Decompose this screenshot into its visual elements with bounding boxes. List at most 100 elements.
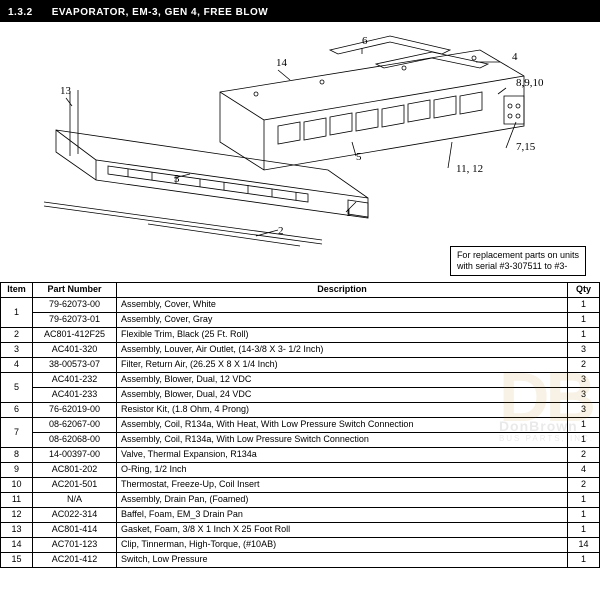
cell-description: Filter, Return Air, (26.25 X 8 X 1/4 Inc…	[117, 358, 568, 373]
cell-qty: 1	[568, 508, 600, 523]
callout-label: 6	[362, 35, 368, 47]
cell-description: Assembly, Cover, White	[117, 298, 568, 313]
cell-description: Assembly, Coil, R134a, With Heat, With L…	[117, 418, 568, 433]
col-item: Item	[1, 283, 33, 298]
serial-note: For replacement parts on units with seri…	[450, 246, 586, 277]
cell-part-number: 08-62067-00	[33, 418, 117, 433]
cell-description: Valve, Thermal Expansion, R134a	[117, 448, 568, 463]
exploded-diagram: 1234567,158,9,1011, 121314 For replaceme…	[0, 22, 600, 282]
table-header-row: Item Part Number Description Qty	[1, 283, 600, 298]
callout-label: 5	[356, 151, 362, 163]
cell-item: 7	[1, 418, 33, 448]
table-row: 814-00397-00Valve, Thermal Expansion, R1…	[1, 448, 600, 463]
cell-qty: 1	[568, 418, 600, 433]
cell-part-number: AC801-412F25	[33, 328, 117, 343]
serial-note-line1: For replacement parts on units	[457, 250, 579, 261]
cell-description: Flexible Trim, Black (25 Ft. Roll)	[117, 328, 568, 343]
table-row: 08-62068-00Assembly, Coil, R134a, With L…	[1, 433, 600, 448]
table-row: 179-62073-00Assembly, Cover, White1	[1, 298, 600, 313]
cell-part-number: AC201-501	[33, 478, 117, 493]
diagram-svg: 1234567,158,9,1011, 121314	[0, 22, 600, 282]
table-row: 14AC701-123Clip, Tinnerman, High-Torque,…	[1, 538, 600, 553]
table-row: 708-62067-00Assembly, Coil, R134a, With …	[1, 418, 600, 433]
cell-qty: 3	[568, 403, 600, 418]
cell-part-number: AC401-232	[33, 373, 117, 388]
cell-qty: 1	[568, 553, 600, 568]
parts-table: Item Part Number Description Qty 179-620…	[0, 282, 600, 568]
cell-item: 15	[1, 553, 33, 568]
cell-item: 10	[1, 478, 33, 493]
cell-description: Resistor Kit, (1.8 Ohm, 4 Prong)	[117, 403, 568, 418]
callout-label: 11, 12	[456, 163, 483, 175]
cell-item: 2	[1, 328, 33, 343]
section-title: EVAPORATOR, EM-3, GEN 4, FREE BLOW	[52, 7, 268, 18]
cell-description: Assembly, Blower, Dual, 12 VDC	[117, 373, 568, 388]
table-row: 12AC022-314Baffel, Foam, EM_3 Drain Pan1	[1, 508, 600, 523]
cell-qty: 14	[568, 538, 600, 553]
section-header: 1.3.2 EVAPORATOR, EM-3, GEN 4, FREE BLOW	[0, 0, 600, 22]
cell-qty: 1	[568, 493, 600, 508]
table-row: 13AC801-414Gasket, Foam, 3/8 X 1 Inch X …	[1, 523, 600, 538]
cell-part-number: 38-00573-07	[33, 358, 117, 373]
cell-item: 6	[1, 403, 33, 418]
cell-item: 11	[1, 493, 33, 508]
callout-label: 8,9,10	[516, 77, 544, 89]
cell-item: 3	[1, 343, 33, 358]
cell-qty: 2	[568, 448, 600, 463]
cell-part-number: AC022-314	[33, 508, 117, 523]
col-description: Description	[117, 283, 568, 298]
cell-description: Assembly, Drain Pan, (Foamed)	[117, 493, 568, 508]
cell-part-number: 14-00397-00	[33, 448, 117, 463]
cell-part-number: AC201-412	[33, 553, 117, 568]
table-row: 438-00573-07Filter, Return Air, (26.25 X…	[1, 358, 600, 373]
table-row: 79-62073-01Assembly, Cover, Gray1	[1, 313, 600, 328]
col-part-number: Part Number	[33, 283, 117, 298]
cell-description: Clip, Tinnerman, High-Torque, (#10AB)	[117, 538, 568, 553]
cell-part-number: AC401-320	[33, 343, 117, 358]
cell-part-number: 08-62068-00	[33, 433, 117, 448]
cell-description: Thermostat, Freeze-Up, Coil Insert	[117, 478, 568, 493]
callout-label: 7,15	[516, 141, 536, 153]
cell-part-number: 76-62019-00	[33, 403, 117, 418]
table-row: 676-62019-00Resistor Kit, (1.8 Ohm, 4 Pr…	[1, 403, 600, 418]
cell-description: Baffel, Foam, EM_3 Drain Pan	[117, 508, 568, 523]
callout-label: 1	[346, 207, 352, 219]
cell-qty: 1	[568, 433, 600, 448]
cell-description: O-Ring, 1/2 Inch	[117, 463, 568, 478]
section-number: 1.3.2	[8, 7, 33, 18]
table-row: 10AC201-501Thermostat, Freeze-Up, Coil I…	[1, 478, 600, 493]
cell-qty: 1	[568, 298, 600, 313]
cell-item: 14	[1, 538, 33, 553]
cell-description: Gasket, Foam, 3/8 X 1 Inch X 25 Foot Rol…	[117, 523, 568, 538]
cell-item: 13	[1, 523, 33, 538]
table-row: 9AC801-202O-Ring, 1/2 Inch4	[1, 463, 600, 478]
callout-label: 3	[174, 173, 180, 185]
cell-item: 5	[1, 373, 33, 403]
cell-item: 1	[1, 298, 33, 328]
table-row: AC401-233Assembly, Blower, Dual, 24 VDC3	[1, 388, 600, 403]
cell-qty: 2	[568, 358, 600, 373]
cell-part-number: 79-62073-01	[33, 313, 117, 328]
callout-label: 14	[276, 57, 288, 69]
cell-qty: 2	[568, 478, 600, 493]
cell-qty: 4	[568, 463, 600, 478]
cell-description: Assembly, Coil, R134a, With Low Pressure…	[117, 433, 568, 448]
table-row: 3AC401-320Assembly, Louver, Air Outlet, …	[1, 343, 600, 358]
callout-label: 2	[278, 225, 284, 237]
table-row: 2AC801-412F25Flexible Trim, Black (25 Ft…	[1, 328, 600, 343]
cell-part-number: 79-62073-00	[33, 298, 117, 313]
cell-description: Assembly, Louver, Air Outlet, (14-3/8 X …	[117, 343, 568, 358]
cell-qty: 3	[568, 343, 600, 358]
cell-part-number: AC801-414	[33, 523, 117, 538]
table-row: 5AC401-232Assembly, Blower, Dual, 12 VDC…	[1, 373, 600, 388]
callout-label: 13	[60, 85, 72, 97]
cell-part-number: N/A	[33, 493, 117, 508]
cell-qty: 1	[568, 328, 600, 343]
cell-item: 8	[1, 448, 33, 463]
cell-description: Assembly, Cover, Gray	[117, 313, 568, 328]
cell-qty: 3	[568, 373, 600, 388]
cell-qty: 1	[568, 313, 600, 328]
cell-description: Assembly, Blower, Dual, 24 VDC	[117, 388, 568, 403]
col-qty: Qty	[568, 283, 600, 298]
table-row: 11N/AAssembly, Drain Pan, (Foamed)1	[1, 493, 600, 508]
